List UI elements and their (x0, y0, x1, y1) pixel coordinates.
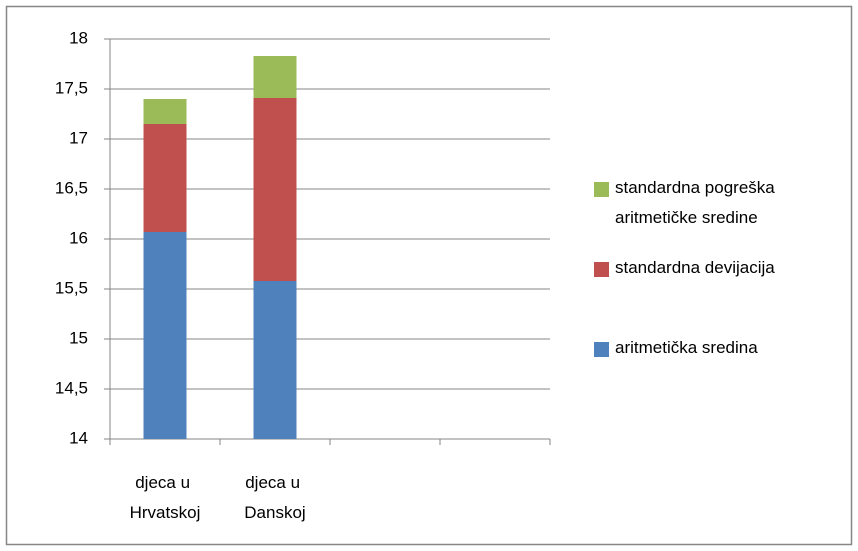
y-tick-label: 15,5 (55, 278, 88, 297)
legend-swatch (594, 182, 609, 197)
y-tick-label: 18 (69, 28, 88, 47)
bar-segment (253, 281, 297, 439)
legend-label: standardna devijacija (615, 258, 775, 277)
bar-segment (143, 232, 187, 439)
bar-segment (253, 56, 297, 98)
y-tick-label: 14 (69, 428, 88, 447)
x-tick-label: djeca u Danskoj (244, 473, 305, 522)
legend-swatch (594, 342, 609, 357)
bar-segment (253, 98, 297, 281)
y-tick-label: 16 (69, 228, 88, 247)
legend-label: aritmetička sredina (615, 338, 758, 357)
y-tick-label: 17 (69, 128, 88, 147)
bar-segment (143, 124, 187, 232)
y-tick-label: 16,5 (55, 178, 88, 197)
legend-label: standardna pogreška aritmetičke sredine (615, 178, 779, 227)
legend-swatch (594, 262, 609, 277)
y-tick-label: 15 (69, 328, 88, 347)
x-tick-label: djeca u Hrvatskoj (130, 473, 201, 522)
y-tick-label: 14,5 (55, 378, 88, 397)
bar-segment (143, 99, 187, 124)
y-tick-label: 17,5 (55, 78, 88, 97)
